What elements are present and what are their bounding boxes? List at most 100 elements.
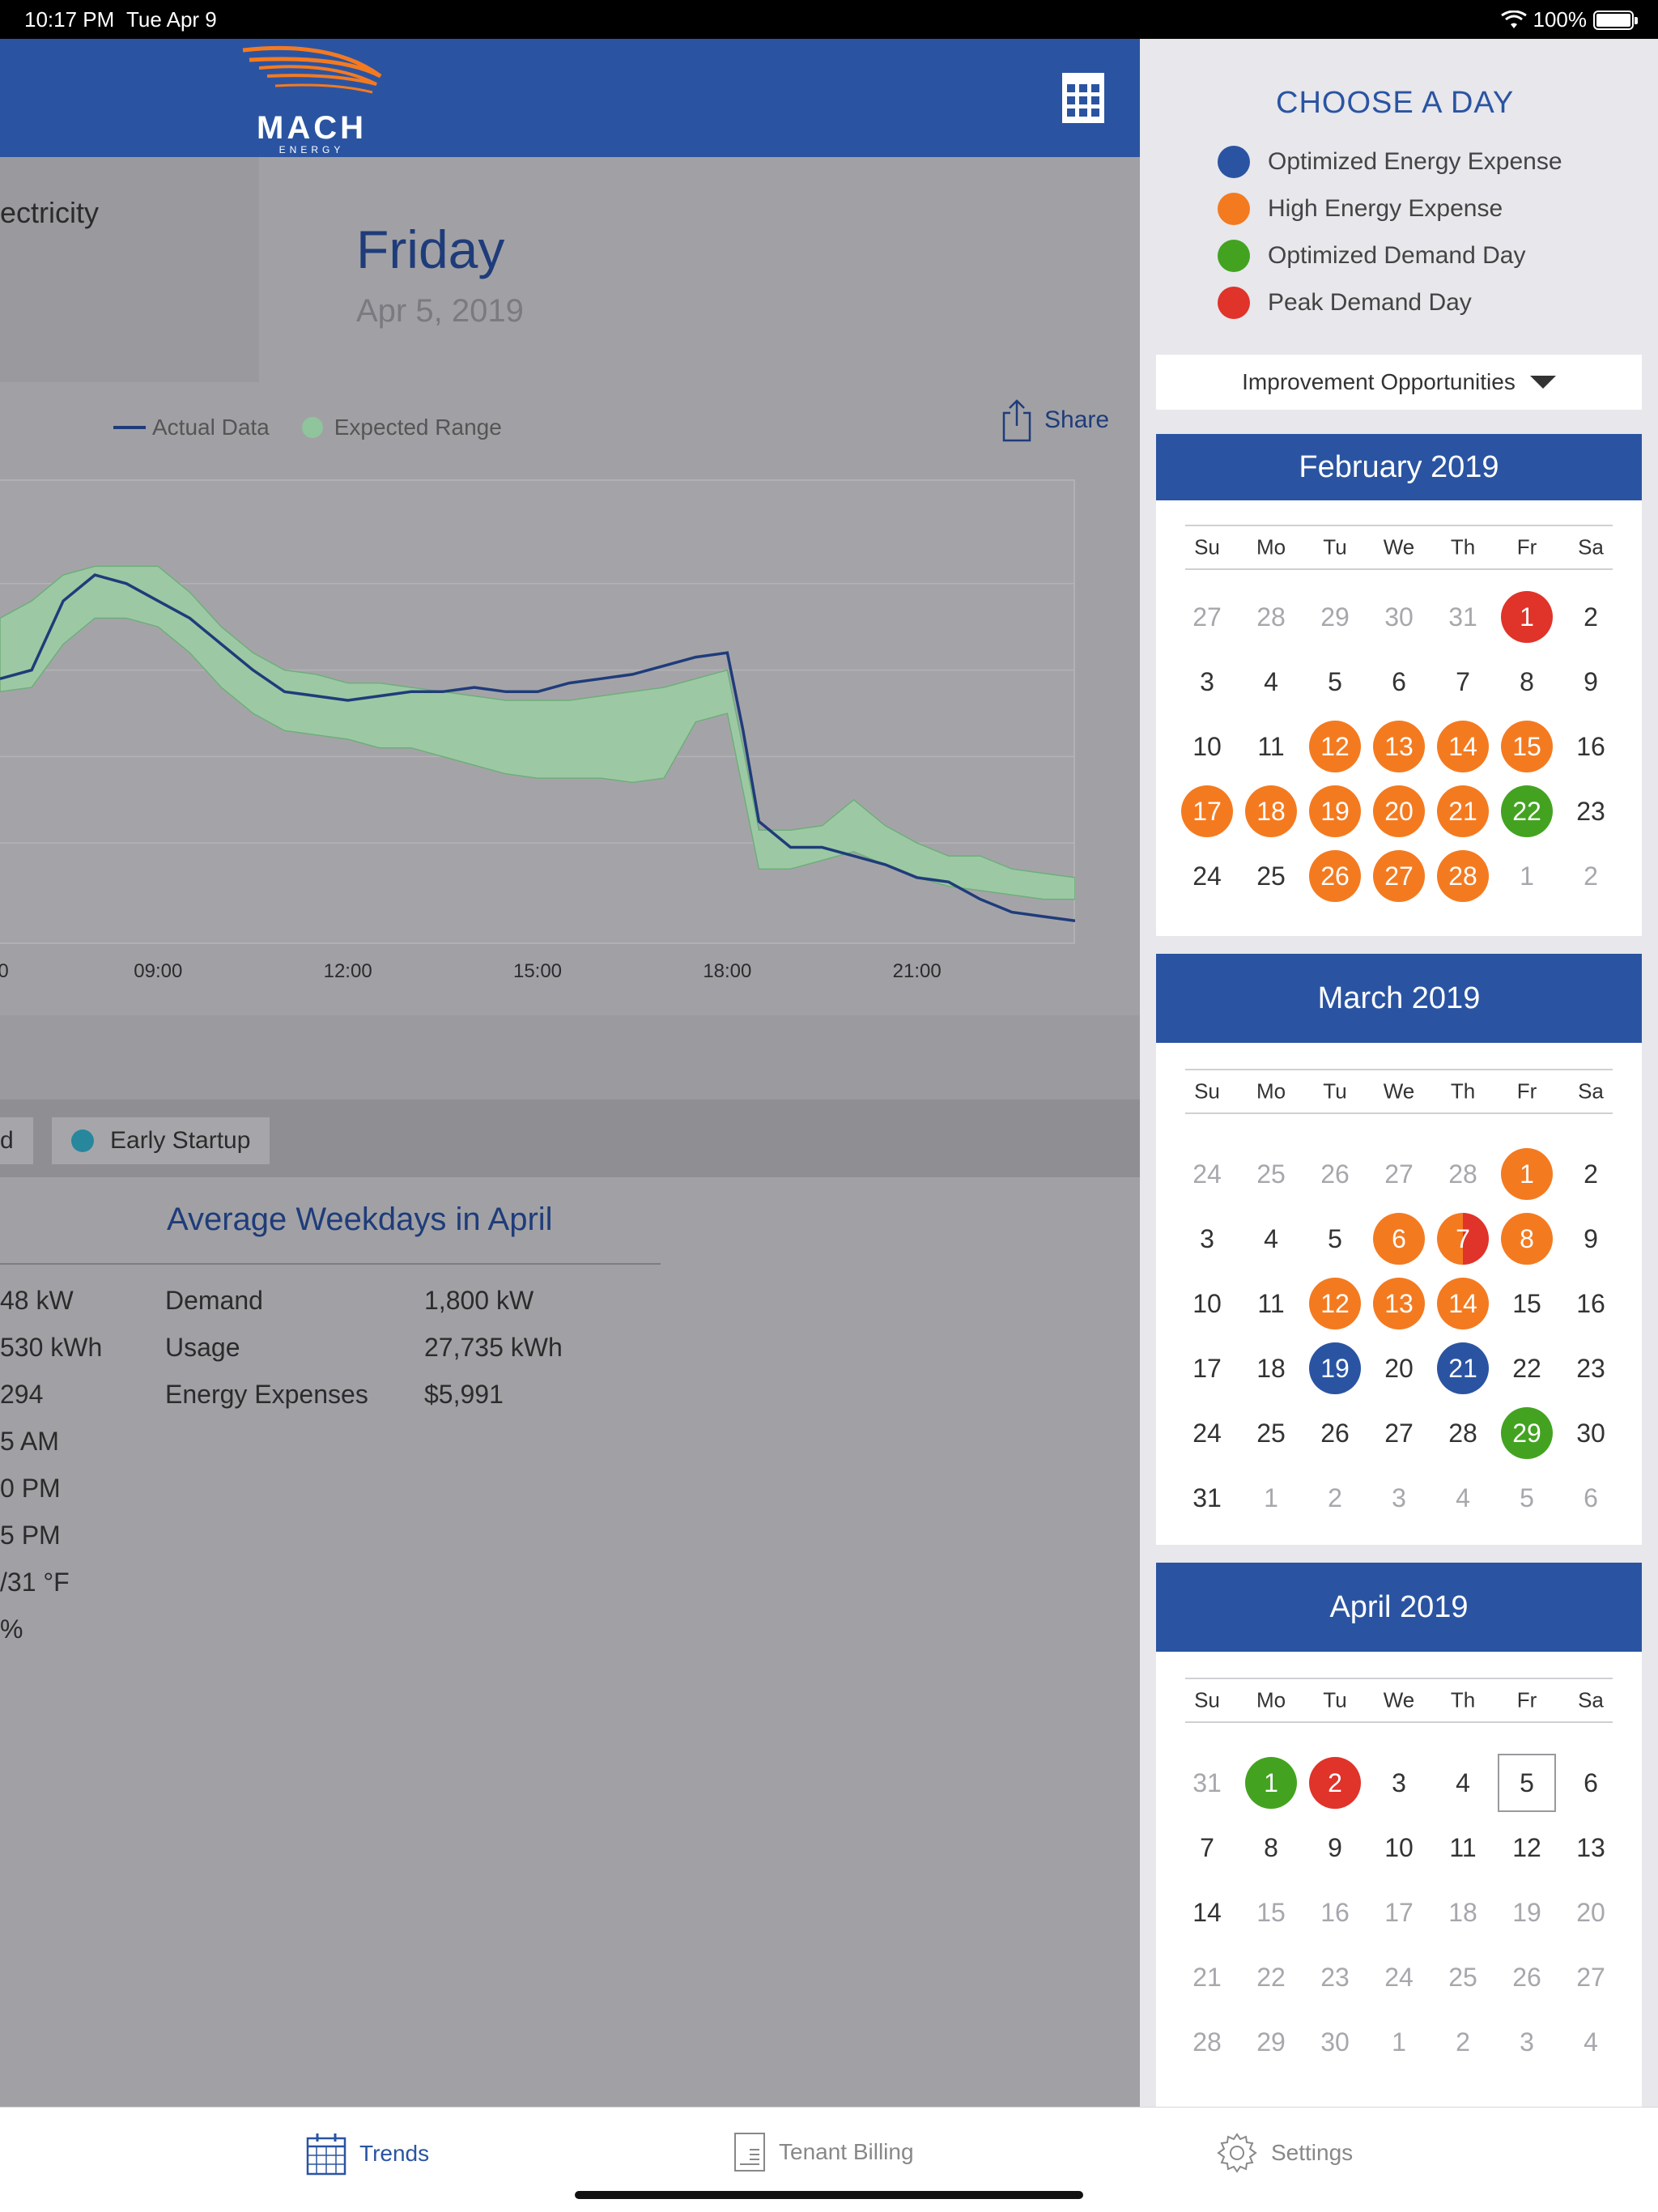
calendar-day[interactable]: 26 <box>1309 850 1361 902</box>
calendar-day[interactable]: 24 <box>1192 1418 1222 1448</box>
calendar-day[interactable]: 20 <box>1576 1897 1605 1927</box>
calendar-day[interactable]: 19 <box>1309 785 1361 837</box>
calendar-day[interactable]: 29 <box>1501 1407 1553 1459</box>
calendar-day[interactable]: 29 <box>1320 602 1350 632</box>
calendar-day[interactable]: 22 <box>1512 1353 1541 1383</box>
calendar-day[interactable]: 18 <box>1256 1353 1286 1383</box>
calendar-day[interactable]: 5 <box>1498 1754 1556 1812</box>
calendar-day[interactable]: 30 <box>1576 1418 1605 1448</box>
calendar-day[interactable]: 28 <box>1448 1418 1477 1448</box>
calendar-day[interactable]: 23 <box>1320 1962 1350 1992</box>
calendar-day[interactable]: 1 <box>1501 1148 1553 1200</box>
calendar-day[interactable]: 25 <box>1448 1962 1477 1992</box>
calendar-day[interactable]: 25 <box>1256 1418 1286 1448</box>
improvement-opportunities-dropdown[interactable]: Improvement Opportunities <box>1156 355 1642 410</box>
share-button[interactable]: Share <box>1001 398 1109 442</box>
calendar-day[interactable]: 11 <box>1257 1288 1285 1318</box>
calendar-day[interactable]: 10 <box>1192 1288 1222 1318</box>
calendar-day[interactable]: 8 <box>1501 1213 1553 1265</box>
calendar-day[interactable]: 7 <box>1456 666 1470 696</box>
calendar-day[interactable]: 21 <box>1437 785 1489 837</box>
calendar-day[interactable]: 4 <box>1584 2027 1598 2057</box>
calendar-day[interactable]: 5 <box>1328 1223 1342 1253</box>
calendar-day[interactable]: 9 <box>1328 1832 1342 1862</box>
calendar-day[interactable]: 3 <box>1392 1767 1406 1797</box>
calendar-day[interactable]: 10 <box>1192 731 1222 761</box>
calendar-day[interactable]: 13 <box>1373 721 1425 772</box>
calendar-day[interactable]: 25 <box>1256 861 1286 891</box>
calendar-day[interactable]: 6 <box>1373 1213 1425 1265</box>
calendar-day[interactable]: 9 <box>1584 666 1598 696</box>
calendar-day[interactable]: 24 <box>1192 861 1222 891</box>
calendar-day[interactable]: 7 <box>1437 1213 1489 1265</box>
calendar-day[interactable]: 3 <box>1200 1223 1214 1253</box>
calendar-day[interactable]: 8 <box>1264 1832 1278 1862</box>
calendar-day[interactable]: 19 <box>1512 1897 1541 1927</box>
tab-settings[interactable]: Settings <box>1216 2132 1353 2174</box>
calendar-day[interactable]: 7 <box>1200 1832 1214 1862</box>
calendar-day[interactable]: 30 <box>1384 602 1414 632</box>
calendar-day[interactable]: 26 <box>1512 1962 1541 1992</box>
calendar-day[interactable]: 3 <box>1520 2027 1534 2057</box>
calendar-day[interactable]: 12 <box>1309 1278 1361 1329</box>
calendar-day[interactable]: 16 <box>1320 1897 1350 1927</box>
calendar-day[interactable]: 2 <box>1584 1159 1598 1189</box>
calendar-day[interactable]: 27 <box>1576 1962 1605 1992</box>
calendar-day[interactable]: 4 <box>1264 666 1278 696</box>
calendar-day[interactable]: 12 <box>1309 721 1361 772</box>
calendar-day[interactable]: 14 <box>1437 1278 1489 1329</box>
calendar-day[interactable]: 26 <box>1320 1159 1350 1189</box>
calendar-day[interactable]: 21 <box>1192 1962 1222 1992</box>
calendar-day[interactable]: 15 <box>1256 1897 1286 1927</box>
calendar-day[interactable]: 21 <box>1437 1342 1489 1394</box>
calendar-day[interactable]: 31 <box>1192 1767 1222 1797</box>
calendar-day[interactable]: 24 <box>1384 1962 1414 1992</box>
calendar-day[interactable]: 16 <box>1576 731 1605 761</box>
calendar-day[interactable]: 11 <box>1449 1832 1477 1862</box>
calendar-day[interactable]: 16 <box>1576 1288 1605 1318</box>
calendar-day[interactable]: 13 <box>1576 1832 1605 1862</box>
calendar-day[interactable]: 2 <box>1328 1482 1342 1512</box>
calendar-day[interactable]: 17 <box>1192 1353 1222 1383</box>
calendar-day[interactable]: 27 <box>1192 602 1222 632</box>
calendar-day[interactable]: 15 <box>1512 1288 1541 1318</box>
calendar-day[interactable]: 14 <box>1437 721 1489 772</box>
calendar-day[interactable]: 17 <box>1384 1897 1414 1927</box>
calendar-day[interactable]: 9 <box>1584 1223 1598 1253</box>
calendar-day[interactable]: 19 <box>1309 1342 1361 1394</box>
calendar-day[interactable]: 30 <box>1320 2027 1350 2057</box>
calendar-day[interactable]: 4 <box>1264 1223 1278 1253</box>
calendar-day[interactable]: 5 <box>1520 1482 1534 1512</box>
calendar-day[interactable]: 4 <box>1456 1482 1470 1512</box>
calendar-grid-button[interactable] <box>1061 71 1106 125</box>
calendar-day[interactable]: 25 <box>1256 1159 1286 1189</box>
calendar-day[interactable]: 28 <box>1448 1159 1477 1189</box>
filter-chip-partial[interactable]: d <box>0 1117 33 1164</box>
calendar-day[interactable]: 24 <box>1192 1159 1222 1189</box>
calendar-day[interactable]: 31 <box>1192 1482 1222 1512</box>
calendar-day[interactable]: 8 <box>1520 666 1534 696</box>
tab-trends[interactable]: Trends <box>306 2132 429 2176</box>
calendar-day[interactable]: 28 <box>1256 602 1286 632</box>
calendar-day[interactable]: 29 <box>1256 2027 1286 2057</box>
calendar-day[interactable]: 13 <box>1373 1278 1425 1329</box>
calendar-day[interactable]: 3 <box>1392 1482 1406 1512</box>
calendar-day[interactable]: 1 <box>1392 2027 1406 2057</box>
calendar-day[interactable]: 4 <box>1456 1767 1470 1797</box>
calendar-day[interactable]: 27 <box>1384 1418 1414 1448</box>
calendar-day[interactable]: 27 <box>1373 850 1425 902</box>
calendar-day[interactable]: 22 <box>1256 1962 1286 1992</box>
calendar-day[interactable]: 3 <box>1200 666 1214 696</box>
calendar-day[interactable]: 28 <box>1437 850 1489 902</box>
calendar-day[interactable]: 23 <box>1576 796 1605 826</box>
calendar-day[interactable]: 6 <box>1584 1767 1598 1797</box>
tab-tenant-billing[interactable]: Tenant Billing <box>733 2132 914 2172</box>
calendar-day[interactable]: 10 <box>1384 1832 1414 1862</box>
calendar-day[interactable]: 15 <box>1501 721 1553 772</box>
calendar-day[interactable]: 2 <box>1309 1757 1361 1809</box>
electricity-tile[interactable]: ectricity <box>0 157 259 382</box>
calendar-day[interactable]: 12 <box>1512 1832 1541 1862</box>
filter-chip-early-startup[interactable]: Early Startup <box>52 1117 270 1164</box>
calendar-day[interactable]: 1 <box>1520 861 1534 891</box>
calendar-day[interactable]: 20 <box>1373 785 1425 837</box>
